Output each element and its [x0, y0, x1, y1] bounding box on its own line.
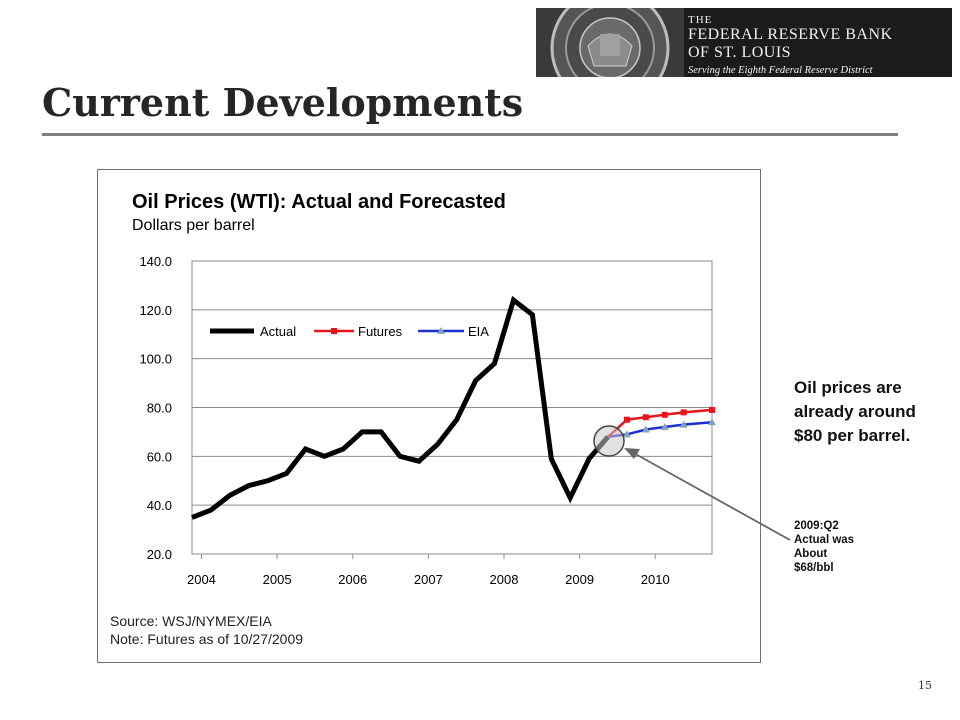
logo-line-4: Serving the Eighth Federal Reserve Distr… [688, 65, 873, 76]
chart-legend: Actual Futures EIA [210, 324, 489, 339]
eia-point [622, 430, 631, 438]
fed-seal-icon [536, 8, 684, 77]
callout-text: 2009:Q2 Actual was About $68/bbl [794, 519, 914, 575]
callout-line: About [794, 548, 828, 560]
fed-logo-text: THE FEDERAL RESERVE BANK OF ST. LOUIS Se… [688, 14, 893, 77]
x-tick-label: 2010 [641, 572, 670, 587]
y-tick-label: 120.0 [139, 303, 172, 318]
y-axis-ticks: 140.0 120.0 100.0 80.0 60.0 40.0 20.0 [139, 254, 172, 562]
y-tick-label: 80.0 [147, 401, 172, 416]
legend-label-futures: Futures [358, 324, 403, 339]
gridlines [191, 260, 713, 555]
y-tick-label: 40.0 [147, 498, 172, 513]
callout-line: 2009:Q2 [794, 520, 839, 532]
legend-marker [437, 327, 445, 334]
logo-line-1: THE [688, 14, 713, 26]
y-tick-label: 100.0 [139, 352, 172, 367]
title-divider [42, 133, 898, 136]
chart-subtitle: Dollars per barrel [132, 217, 255, 234]
fed-logo: THE FEDERAL RESERVE BANK OF ST. LOUIS Se… [536, 8, 952, 77]
logo-line-3: OF ST. LOUIS [688, 44, 792, 61]
eia-point [660, 423, 669, 431]
series-line-actual [191, 295, 610, 520]
chart-note: Note: Futures as of 10/27/2009 [110, 631, 303, 647]
eia-point [679, 420, 688, 428]
y-tick-label: 140.0 [139, 254, 172, 269]
logo-line-2: FEDERAL RESERVE BANK [688, 26, 893, 43]
page-number: 15 [918, 679, 932, 692]
futures-point [661, 411, 668, 418]
chart-source: Source: WSJ/NYMEX/EIA [110, 613, 272, 629]
x-axis-ticks: 2004 2005 2006 2007 2008 2009 2010 [187, 554, 670, 587]
x-tick-label: 2007 [414, 572, 443, 587]
futures-point [709, 406, 715, 413]
oil-price-chart: Oil Prices (WTI): Actual and Forecasted … [110, 191, 716, 647]
chart-title: Oil Prices (WTI): Actual and Forecasted [132, 191, 506, 213]
eia-point [708, 418, 716, 426]
futures-point [680, 409, 687, 416]
x-tick-label: 2008 [490, 572, 519, 587]
legend-marker [331, 328, 337, 334]
chart-frame: Oil Prices (WTI): Actual and Forecasted … [97, 169, 761, 663]
eia-point [641, 425, 650, 433]
y-tick-label: 20.0 [147, 547, 172, 562]
series-line-eia [607, 420, 713, 439]
x-tick-label: 2006 [338, 572, 367, 587]
futures-point [623, 416, 630, 423]
legend-label-eia: EIA [468, 324, 489, 339]
callout-line: $68/bbl [794, 562, 834, 574]
x-tick-label: 2005 [263, 572, 292, 587]
side-note: Oil prices are already around $80 per ba… [794, 378, 916, 445]
futures-point [642, 414, 649, 421]
y-tick-label: 60.0 [147, 449, 172, 464]
x-tick-label: 2004 [187, 572, 216, 587]
series-line-futures [607, 408, 713, 438]
x-tick-label: 2009 [565, 572, 594, 587]
callout-line: Actual was [794, 534, 855, 546]
page-title: Current Developments [42, 80, 524, 125]
legend-label-actual: Actual [260, 324, 296, 339]
